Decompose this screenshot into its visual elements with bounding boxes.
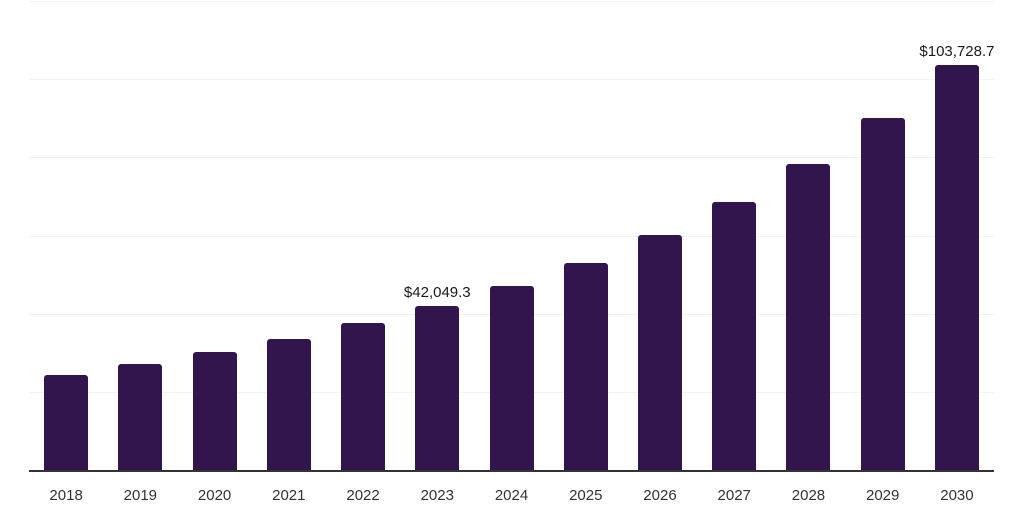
x-tick-2020: 2020 — [197, 487, 232, 504]
x-tick-2019: 2019 — [123, 487, 158, 504]
bar-2027 — [712, 202, 757, 470]
x-tick-2029: 2029 — [866, 487, 900, 504]
bars-layer: $42,049.3 $103,728.7 — [29, 1, 994, 470]
bar-band — [29, 1, 103, 470]
bar-2025 — [563, 262, 608, 470]
x-axis-labels: 2018 2019 2020 2021 2022 2023 2024 2025 2026 2027… — [29, 488, 994, 503]
bar-2024 — [489, 285, 534, 470]
gridline — [29, 235, 994, 237]
x-tick-2022: 2022 — [346, 487, 380, 504]
bar-2019 — [118, 363, 163, 470]
x-tick-2026: 2026 — [643, 487, 677, 504]
x-tick-2018: 2018 — [49, 487, 83, 504]
bar-2023 — [415, 305, 460, 470]
gridline — [29, 1, 994, 2]
bar-band — [103, 1, 177, 470]
bar-2028 — [786, 164, 831, 470]
bar-band — [846, 1, 920, 470]
bar-band — [549, 1, 623, 470]
bar-band — [771, 1, 845, 470]
bar-2018 — [44, 375, 89, 470]
bar-2030 — [934, 64, 979, 470]
x-tick-2028: 2028 — [791, 487, 826, 504]
bar-2026 — [637, 234, 682, 470]
x-tick-2025: 2025 — [569, 487, 603, 504]
x-tick-2024: 2024 — [494, 487, 529, 504]
bar-2029 — [860, 118, 905, 470]
bar-band: $42,049.3 — [400, 1, 474, 470]
x-tick-2023: 2023 — [420, 487, 454, 504]
value-label-2023: $42,049.3 — [403, 283, 471, 301]
value-label-2030: $103,728.7 — [919, 42, 995, 60]
bar-band — [177, 1, 251, 470]
bar-2022 — [341, 323, 386, 470]
bar-2020 — [192, 351, 237, 470]
bar-band — [326, 1, 400, 470]
x-tick-2027: 2027 — [717, 487, 751, 504]
x-tick-2021: 2021 — [272, 487, 306, 504]
x-tick-2030: 2030 — [940, 487, 974, 504]
bar-2021 — [266, 339, 311, 470]
bar-band — [697, 1, 771, 470]
bar-band: $103,728.7 — [919, 1, 995, 470]
gridline — [29, 157, 994, 159]
bar-band — [623, 1, 697, 470]
bar-band — [252, 1, 326, 470]
plot-area: $42,049.3 $103,728.7 — [29, 1, 994, 472]
gridline — [29, 79, 994, 81]
bar-band — [474, 1, 548, 470]
